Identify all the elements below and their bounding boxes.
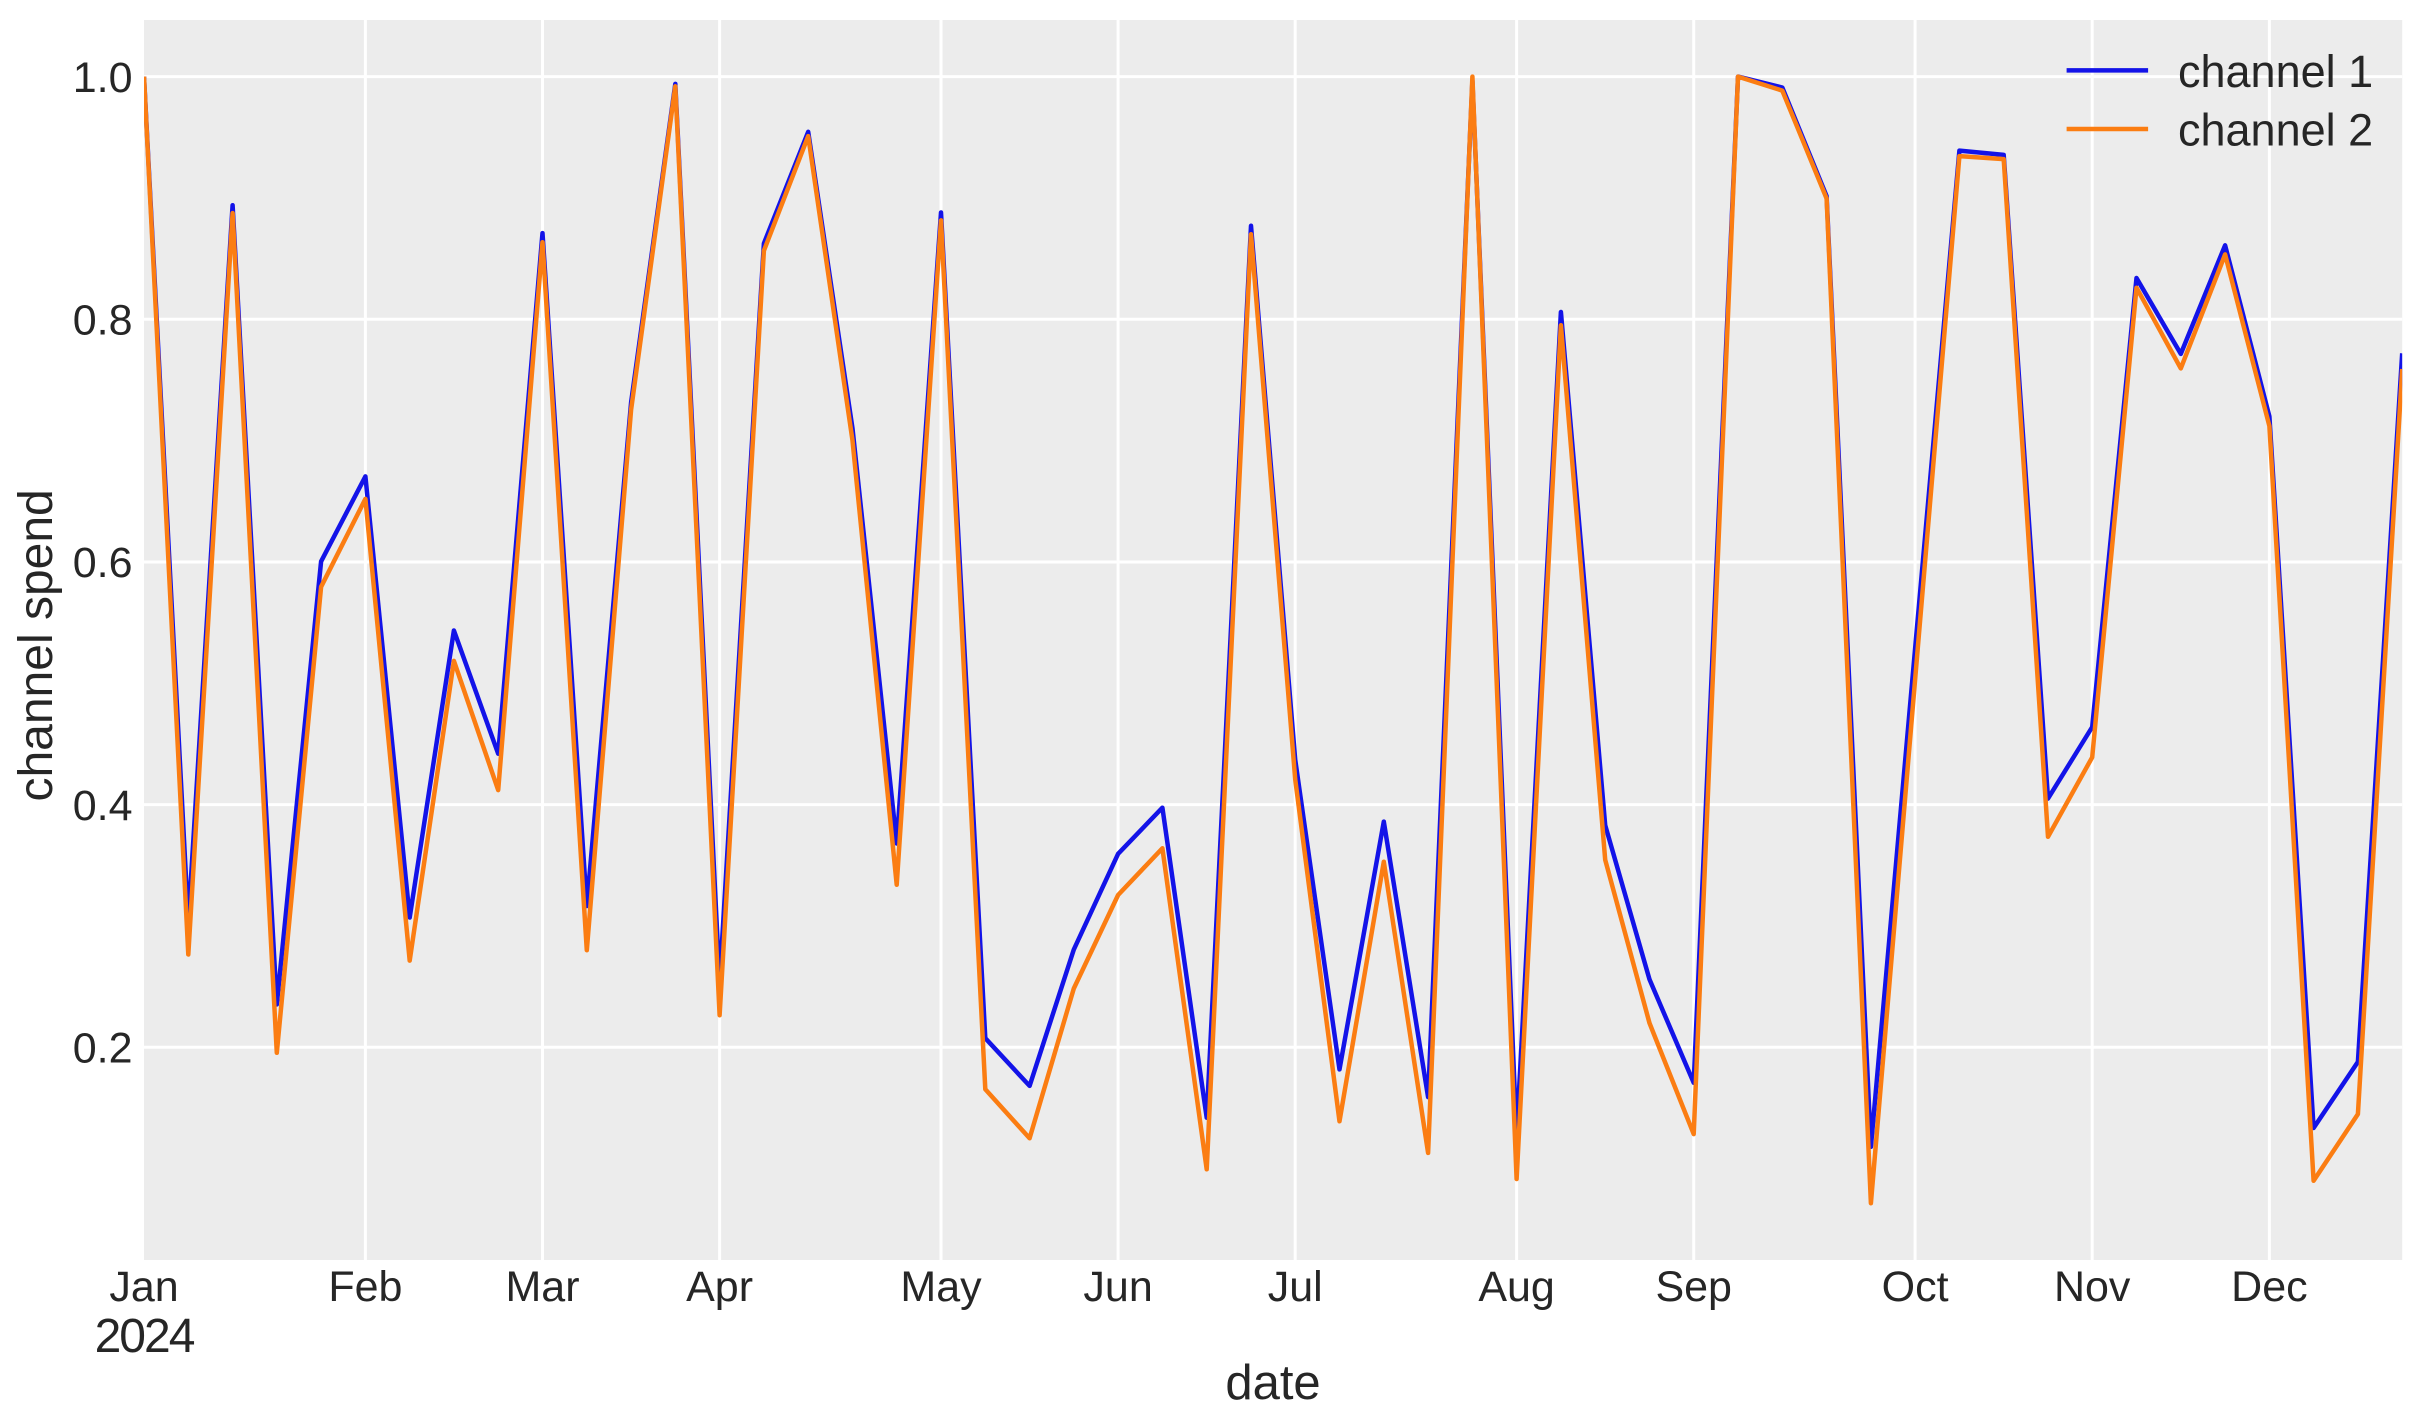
svg-text:0.6: 0.6: [73, 539, 133, 587]
svg-text:date: date: [1225, 1356, 1320, 1410]
svg-text:2024: 2024: [95, 1310, 195, 1363]
svg-text:0.8: 0.8: [73, 297, 133, 345]
svg-text:Oct: Oct: [1882, 1263, 1949, 1311]
svg-text:Dec: Dec: [2231, 1263, 2307, 1311]
svg-text:Jul: Jul: [1268, 1263, 1323, 1311]
svg-text:Jun: Jun: [1083, 1263, 1152, 1311]
svg-text:Nov: Nov: [2054, 1263, 2131, 1311]
svg-text:Jan: Jan: [109, 1263, 178, 1311]
svg-text:Sep: Sep: [1655, 1263, 1732, 1311]
svg-text:channel spend: channel spend: [10, 489, 63, 801]
svg-text:Aug: Aug: [1478, 1263, 1555, 1311]
svg-text:1.0: 1.0: [73, 54, 133, 102]
svg-text:May: May: [900, 1263, 982, 1311]
svg-text:0.4: 0.4: [73, 782, 133, 830]
svg-text:Feb: Feb: [328, 1263, 402, 1311]
svg-text:channel 1: channel 1: [2178, 46, 2373, 97]
svg-text:Mar: Mar: [505, 1263, 579, 1311]
svg-text:Apr: Apr: [686, 1263, 753, 1311]
svg-text:channel 2: channel 2: [2178, 105, 2373, 156]
svg-text:0.2: 0.2: [73, 1025, 133, 1073]
